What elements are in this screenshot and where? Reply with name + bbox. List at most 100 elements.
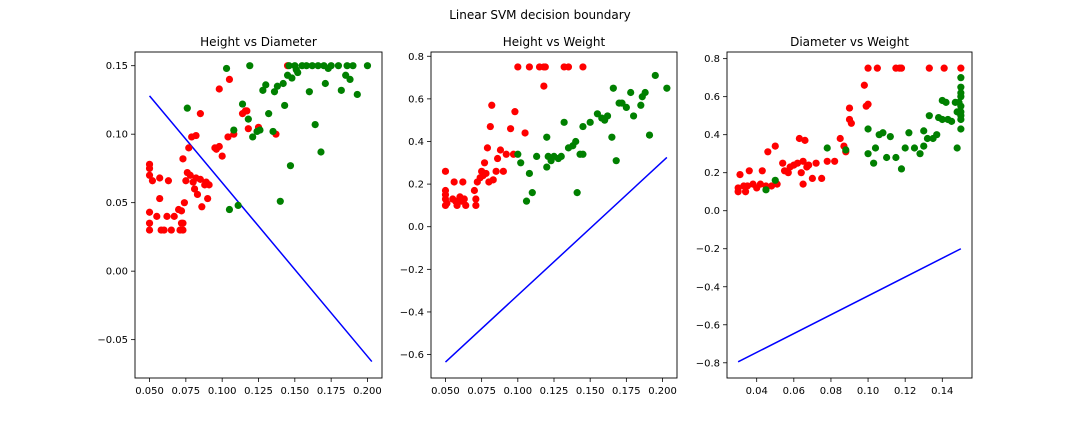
data-point [517,159,525,167]
y-tick-label: −0.4 [696,282,720,293]
data-point [521,129,529,137]
data-point [745,167,753,175]
x-axis: 0.04 0.06 0.08 0.10 0.12 0.14 [746,378,953,397]
series-green [183,62,372,214]
series-red [441,63,587,210]
data-point [947,117,956,125]
data-point [163,212,171,220]
data-point [799,180,807,188]
data-point [797,169,805,177]
data-point [153,212,161,220]
data-point [499,167,507,175]
data-point [938,115,946,124]
y-tick-label: 0.6 [704,92,720,103]
data-point [883,153,891,162]
data-point [622,103,630,111]
x-tick-label: 0.200 [648,386,677,397]
data-point [148,177,157,185]
data-point [502,150,510,158]
data-point [873,64,881,72]
data-point [897,165,906,173]
data-point [327,62,335,70]
data-point [321,79,329,88]
data-point [564,63,573,71]
y-tick-label: 0.2 [408,180,424,191]
data-point [244,115,252,123]
data-point [823,157,831,165]
x-tick-label: 0.050 [135,386,164,397]
x-axis: 0.050 0.075 0.100 0.125 0.150 0.175 0.200 [135,378,382,397]
data-point [784,169,792,177]
data-point [823,144,831,152]
data-point [489,176,497,184]
data-point [793,159,802,167]
y-tick-label: −0.4 [400,307,424,318]
figure-suptitle: Linear SVM decision boundary [449,8,631,22]
data-point [764,148,772,156]
data-point [579,122,587,131]
data-point [302,62,311,70]
data-point [190,185,199,193]
data-point [870,159,878,167]
data-point [488,101,496,109]
x-tick-label: 0.100 [208,386,237,397]
data-point [156,194,164,203]
data-point [483,144,492,152]
x-tick-label: 0.06 [783,386,805,397]
data-point [185,144,193,152]
data-point [243,107,251,115]
data-point [441,167,450,175]
data-point [779,159,787,167]
data-point [493,154,502,163]
data-point [920,127,928,135]
y-tick-label: −0.2 [696,244,720,255]
data-point [286,162,295,170]
data-point [353,90,361,99]
data-point [955,98,963,106]
data-point [831,157,839,165]
data-point [557,152,565,161]
data-point [177,207,186,215]
data-point [492,167,500,175]
x-tick-label: 0.14 [931,386,953,397]
data-point [459,178,467,186]
data-point [215,85,223,93]
data-point [560,118,568,126]
data-point [957,83,965,91]
data-point [771,142,779,150]
data-point [215,142,223,151]
data-point [897,64,906,72]
data-point [259,86,267,94]
data-point [572,137,580,146]
series-green [762,74,965,194]
data-point [180,199,188,207]
data-point [294,68,302,77]
y-tick-label: −0.2 [400,265,424,276]
data-point [808,174,816,183]
x-tick-label: 0.04 [746,386,768,397]
data-point [771,176,779,184]
y-tick-label: 0.4 [704,130,720,141]
y-axis: −0.05 0.00 0.05 0.10 0.15 [97,61,135,346]
data-point [603,112,612,120]
data-point [734,184,742,192]
data-point [164,177,173,185]
data-point [925,64,933,72]
data-point [182,177,190,185]
data-point [579,150,587,158]
data-point [864,64,872,72]
data-point [179,155,187,163]
data-point [864,100,872,108]
data-point [916,150,924,158]
data-point [925,112,933,120]
data-point [953,144,961,152]
data-point [470,186,479,195]
data-point [801,136,809,144]
data-point [651,71,659,80]
data-point [805,161,813,169]
data-point [265,110,273,118]
data-point [818,174,826,183]
